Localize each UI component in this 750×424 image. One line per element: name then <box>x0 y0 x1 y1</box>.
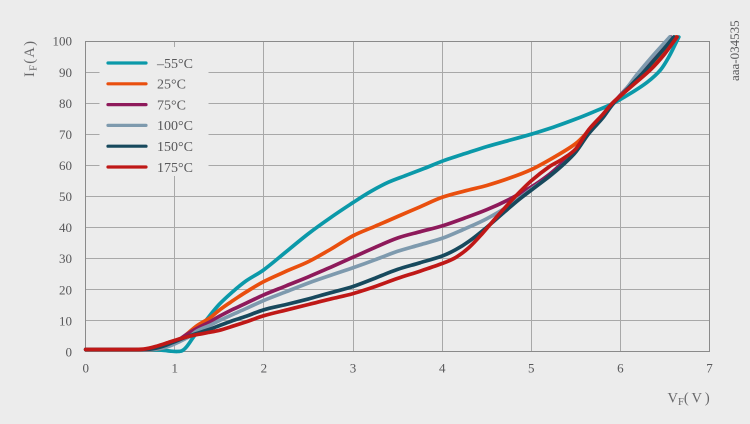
svg-text:40: 40 <box>59 220 72 235</box>
svg-text:0: 0 <box>66 344 73 359</box>
svg-text:6: 6 <box>617 361 624 376</box>
svg-text:30: 30 <box>59 251 72 266</box>
svg-text:80: 80 <box>59 96 72 111</box>
svg-text:100: 100 <box>53 34 73 49</box>
svg-text:50: 50 <box>59 189 72 204</box>
svg-text:IF(A): IF(A) <box>22 40 40 77</box>
svg-text:100°C: 100°C <box>157 119 193 134</box>
svg-text:20: 20 <box>59 282 72 297</box>
svg-text:7: 7 <box>706 361 713 376</box>
svg-text:175°C: 175°C <box>157 161 193 176</box>
svg-text:25°C: 25°C <box>157 78 186 93</box>
svg-text:90: 90 <box>59 65 72 80</box>
svg-text:VF( V ): VF( V ) <box>668 391 710 409</box>
svg-text:75°C: 75°C <box>157 98 186 113</box>
svg-text:60: 60 <box>59 158 72 173</box>
svg-text:2: 2 <box>261 361 268 376</box>
svg-text:150°C: 150°C <box>157 140 193 155</box>
svg-text:1: 1 <box>172 361 179 376</box>
svg-text:aaa-034535: aaa-034535 <box>727 20 742 81</box>
svg-text:4: 4 <box>439 361 446 376</box>
svg-text:70: 70 <box>59 127 72 142</box>
svg-text:–55°C: –55°C <box>156 57 193 72</box>
svg-text:10: 10 <box>59 313 72 328</box>
svg-text:5: 5 <box>528 361 535 376</box>
svg-text:3: 3 <box>350 361 357 376</box>
svg-text:0: 0 <box>82 361 89 376</box>
